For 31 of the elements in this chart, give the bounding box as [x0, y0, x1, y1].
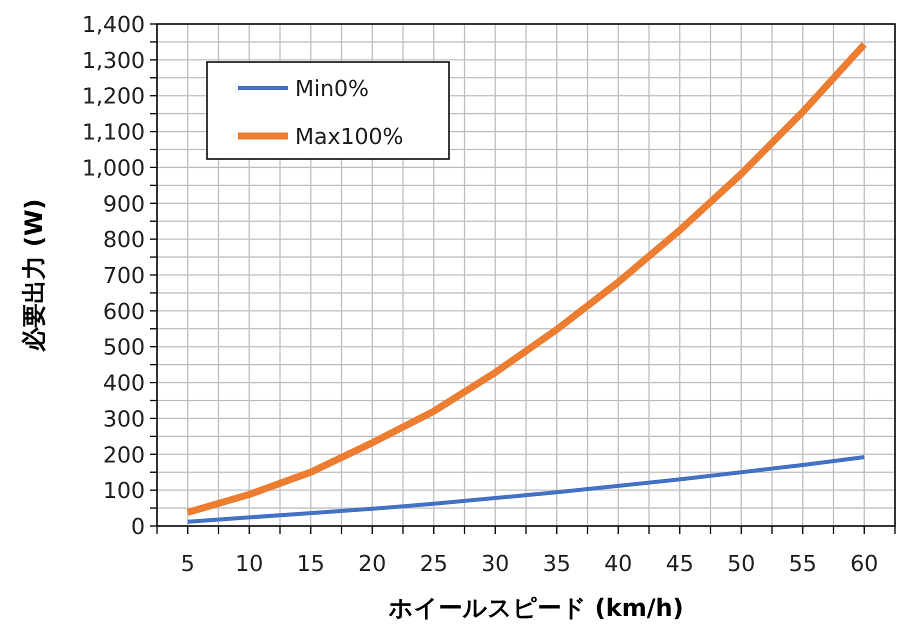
x-tick-label: 30	[481, 552, 510, 577]
x-tick-label: 20	[358, 552, 386, 577]
y-tick-label: 700	[103, 264, 145, 289]
x-axis-title: ホイールスピード (km/h)	[387, 594, 684, 622]
x-tick-label: 35	[542, 552, 571, 577]
y-tick-label: 900	[103, 192, 145, 218]
y-tick-label: 300	[103, 407, 145, 432]
y-tick-label: 500	[103, 336, 145, 361]
y-tick-label: 0	[131, 515, 145, 540]
x-tick-label: 10	[235, 552, 264, 577]
x-tick-label: 5	[180, 552, 195, 577]
y-tick-label: 400	[103, 372, 145, 397]
y-axis-title: 必要出力 (W)	[20, 198, 48, 352]
y-tick-label: 1,000	[82, 156, 145, 182]
y-tick-label: 1,200	[82, 84, 145, 110]
y-tick-label: 1,300	[82, 48, 145, 74]
y-tick-label: 200	[103, 443, 145, 468]
y-tick-label: 1,400	[82, 13, 145, 38]
x-tick-label: 60	[850, 552, 878, 577]
x-tick-label: 40	[604, 552, 632, 577]
x-tick-label: 55	[788, 552, 817, 577]
x-tick-label: 50	[727, 552, 756, 577]
x-tick-label: 25	[420, 552, 448, 577]
y-tick-label: 100	[103, 479, 145, 504]
y-tick-label: 600	[103, 300, 145, 325]
y-tick-label: 1,100	[82, 120, 145, 146]
legend-label: Min0%	[295, 77, 369, 102]
x-tick-label: 45	[666, 552, 694, 577]
x-tick-label: 15	[296, 552, 325, 577]
legend-label: Max100%	[295, 125, 404, 150]
y-tick-label: 800	[103, 228, 145, 254]
